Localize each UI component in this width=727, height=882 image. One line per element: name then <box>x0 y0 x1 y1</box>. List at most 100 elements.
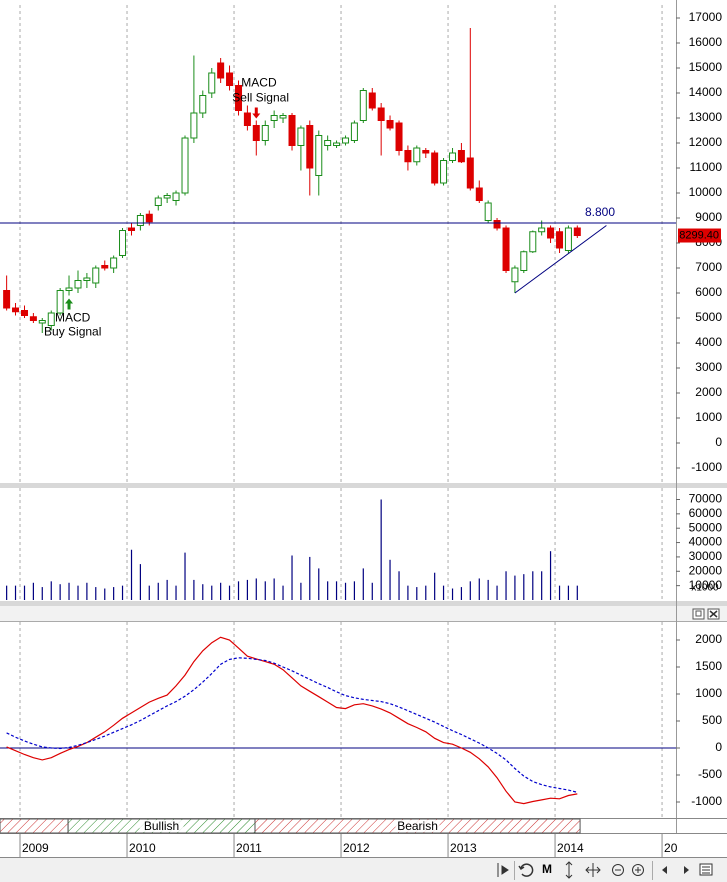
volume-bar <box>246 579 249 600</box>
volume-bar <box>442 585 445 600</box>
candle-body <box>172 192 180 201</box>
signal-label: Sell Signal <box>232 91 289 105</box>
volume-bar <box>148 585 150 600</box>
menu-icon <box>702 866 710 874</box>
y-tick-label: 5000 <box>695 310 722 324</box>
volume-bar <box>59 584 61 600</box>
candle-body <box>377 107 385 121</box>
y-tick-label: 9000 <box>695 210 722 224</box>
y-tick-label: 1000 <box>695 410 722 424</box>
regime-label-bg <box>395 820 440 832</box>
volume-bar <box>514 575 516 600</box>
candle-body <box>21 310 29 316</box>
y-tick-label: 4000 <box>695 335 722 349</box>
pan-button[interactable] <box>585 863 601 877</box>
volume-bar <box>425 585 427 600</box>
horizontal-line-label: 8.800 <box>585 205 615 219</box>
mode-button[interactable]: M <box>542 862 552 876</box>
signal-label: Buy Signal <box>44 325 101 339</box>
candle-body <box>12 307 20 313</box>
last-price-label: 8299.40 <box>679 229 719 241</box>
volume-bar <box>389 559 391 600</box>
candle-body <box>47 312 55 326</box>
y-tick-label: 15000 <box>689 60 723 74</box>
volume-bar <box>95 587 97 600</box>
candle-body <box>235 85 243 111</box>
y-tick-label: -500 <box>698 767 722 781</box>
buy-arrow <box>65 298 74 310</box>
y-tick-label: 12000 <box>689 135 723 149</box>
maximize-button[interactable] <box>692 608 705 620</box>
y-tick-label: 0 <box>715 740 722 754</box>
volume-bar <box>77 585 79 600</box>
volume-bar <box>211 585 213 600</box>
y-tick-label: 3000 <box>695 360 722 374</box>
candle-body <box>547 227 555 239</box>
candle-body <box>145 213 153 223</box>
volume-bar <box>505 571 507 600</box>
volume-bar <box>541 571 543 600</box>
candle-body <box>92 267 100 284</box>
candle-body <box>279 115 287 119</box>
volume-bar <box>139 564 141 600</box>
maximize-icon <box>695 610 702 617</box>
volume-bar <box>273 578 275 600</box>
candle-body <box>342 137 350 144</box>
candle-body <box>119 230 127 256</box>
candle-body <box>511 267 519 283</box>
volume-bar <box>184 552 186 600</box>
candle-body <box>431 152 439 184</box>
volume-bar <box>6 585 8 600</box>
close-icon <box>709 610 718 618</box>
volume-bar <box>104 588 106 600</box>
candle-body <box>449 152 457 161</box>
play-button[interactable] <box>497 863 509 877</box>
y-tick-label: 16000 <box>689 35 723 49</box>
candle-body <box>493 220 501 229</box>
candle-body <box>386 120 394 129</box>
zoom-out-button[interactable] <box>612 864 624 876</box>
volume-bar <box>68 582 70 600</box>
y-tick-label: 13000 <box>689 110 723 124</box>
candle-body <box>65 287 73 291</box>
candle-body <box>136 215 144 226</box>
candle-body <box>297 127 305 146</box>
scroll-right-button[interactable] <box>684 866 689 874</box>
volume-bar <box>407 585 409 600</box>
trendline <box>514 225 607 294</box>
signal-label: MACD <box>241 76 277 90</box>
volume-bar <box>327 581 329 600</box>
candle-body <box>368 92 376 109</box>
zoom-in-button[interactable] <box>632 864 644 876</box>
candle-body <box>83 277 91 281</box>
volume-bar <box>335 581 338 600</box>
volume-bar <box>220 582 222 600</box>
candle-body <box>573 227 581 237</box>
volume-bar <box>121 585 124 600</box>
scroll-left-button[interactable] <box>662 866 667 874</box>
refresh-button[interactable] <box>518 863 534 877</box>
candle-body <box>556 231 564 249</box>
toolbar-buttons: M <box>497 861 713 880</box>
candle-body <box>475 187 483 201</box>
volume-bar <box>14 585 17 600</box>
y-tick-label: 50000 <box>689 520 723 534</box>
zoom-vertical-button[interactable] <box>565 861 573 879</box>
x-tick-label: 20 <box>664 841 678 855</box>
candle-body <box>422 150 430 154</box>
candle-body <box>270 115 278 121</box>
y-tick-label: 7000 <box>695 260 722 274</box>
candle-body <box>440 160 448 184</box>
volume-bar <box>237 581 240 600</box>
candle-body <box>226 72 234 86</box>
volume-bar <box>523 574 525 600</box>
y-tick-label: 0 <box>715 435 722 449</box>
volume-bar <box>193 579 195 600</box>
candle-body <box>243 112 251 126</box>
candle-body <box>190 112 198 139</box>
candle-body <box>484 202 492 221</box>
candle-body <box>29 316 37 321</box>
candle-body <box>350 122 358 141</box>
x-tick-label: 2012 <box>343 841 370 855</box>
